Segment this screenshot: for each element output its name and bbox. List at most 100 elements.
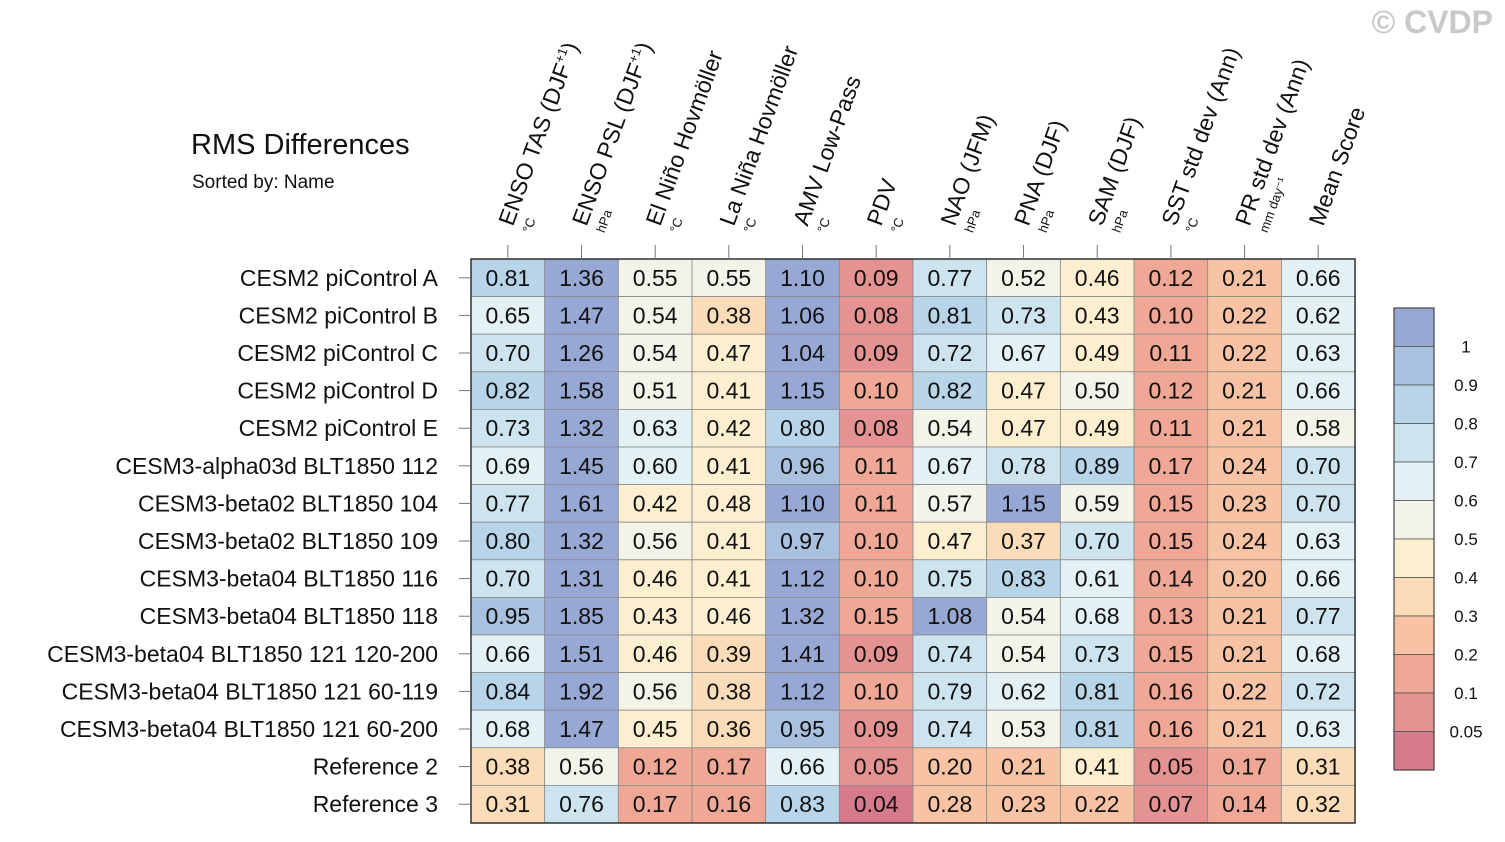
heatmap-cell: [1207, 296, 1282, 335]
cell-value-label: 1.58: [559, 378, 604, 404]
colorbar-segment: [1393, 538, 1435, 578]
cell-value-label: 0.66: [780, 754, 825, 780]
colorbar-tick-label: 1: [1461, 338, 1470, 357]
column-label: AMV Low-Pass: [788, 72, 866, 229]
cell-value-label: 0.47: [1001, 415, 1046, 441]
cell-value-label: 0.31: [1296, 754, 1341, 780]
cell-value-label: 0.97: [780, 528, 825, 554]
watermark: © CVDP: [1371, 4, 1493, 40]
heatmap-cell: [765, 484, 840, 523]
colorbar-segment: [1393, 731, 1435, 771]
cell-value-label: 1.26: [559, 340, 604, 366]
cell-value-label: 0.13: [1148, 603, 1193, 629]
column-unit: °C: [888, 216, 907, 235]
cell-value-label: 0.22: [1075, 791, 1120, 817]
cell-value-label: 1.51: [559, 641, 604, 667]
column-header: Mean Score: [1303, 103, 1370, 228]
heatmap-cell: [1207, 672, 1282, 711]
colorbar-segment: [1393, 577, 1435, 617]
cell-value-label: 0.09: [854, 641, 899, 667]
heatmap-cell: [1133, 559, 1209, 598]
cell-value-label: 0.53: [1001, 716, 1046, 742]
heatmap-cell: [470, 333, 546, 373]
heatmap-cell: [1133, 446, 1209, 485]
cell-value-label: 0.21: [1222, 378, 1267, 404]
cell-value-label: 0.77: [1296, 603, 1341, 629]
row-label: CESM3-beta02 BLT1850 109: [138, 528, 438, 554]
heatmap-cell: [544, 258, 619, 297]
cell-value-label: 0.74: [927, 716, 972, 742]
heatmap-cell: [912, 709, 988, 749]
heatmap-cell: [912, 634, 988, 673]
cell-value-label: 0.54: [1001, 603, 1046, 629]
cell-value-label: 1.85: [559, 603, 604, 629]
cell-value-label: 0.22: [1222, 340, 1267, 366]
cell-value-label: 0.42: [706, 415, 751, 441]
heatmap-cell: [765, 296, 840, 335]
cell-value-label: 0.23: [1001, 791, 1046, 817]
cell-value-label: 0.56: [633, 678, 678, 704]
heatmap-cell: [1133, 634, 1209, 673]
heatmap-cell: [470, 709, 546, 749]
cell-value-label: 0.20: [1222, 566, 1267, 592]
cell-value-label: 0.28: [927, 791, 972, 817]
cell-value-label: 1.12: [780, 566, 825, 592]
cell-value-label: 0.17: [633, 791, 678, 817]
cell-value-label: 0.80: [780, 415, 825, 441]
cell-value-label: 1.45: [559, 453, 604, 479]
cell-value-label: 0.10: [854, 378, 899, 404]
cell-value-label: 0.78: [1001, 453, 1046, 479]
heatmap-cell: [691, 597, 767, 636]
column-unit: °C: [740, 216, 759, 235]
heatmap-cell: [470, 747, 546, 786]
cell-value-label: 0.68: [1075, 603, 1120, 629]
heatmap-cell: [544, 672, 619, 711]
column-label: SAM (DJF): [1082, 113, 1145, 229]
heatmap-cell: [765, 785, 840, 824]
heatmap-cell: [1059, 709, 1135, 749]
heatmap-cell: [986, 559, 1061, 598]
heatmap-cell: [1133, 333, 1209, 373]
cell-value-label: 0.10: [854, 528, 899, 554]
cell-value-label: 0.38: [706, 302, 751, 328]
heatmap-cell: [470, 446, 546, 485]
cell-value-label: 0.69: [485, 453, 530, 479]
row-label: CESM2 piControl E: [239, 415, 438, 441]
heatmap-cell: [838, 333, 914, 373]
row-label: CESM3-beta04 BLT1850 116: [140, 566, 438, 592]
cell-value-label: 0.47: [706, 340, 751, 366]
cell-value-label: 0.48: [706, 490, 751, 516]
heatmap-cell: [470, 672, 546, 711]
cell-value-label: 0.70: [1075, 528, 1120, 554]
heatmap-cell: [1059, 634, 1135, 673]
cell-value-label: 0.12: [633, 754, 678, 780]
column-unit: °C: [1182, 216, 1201, 235]
cell-value-label: 0.21: [1001, 754, 1046, 780]
colorbar-segment: [1393, 654, 1435, 694]
cell-value-label: 0.81: [1075, 716, 1120, 742]
cell-value-label: 0.10: [854, 566, 899, 592]
heatmap-cell: [765, 559, 840, 598]
cell-value-label: 0.66: [1296, 265, 1341, 291]
cell-value-label: 0.76: [559, 791, 604, 817]
heatmap-cell: [986, 408, 1061, 448]
cell-value-label: 0.70: [485, 566, 530, 592]
cell-value-label: 1.10: [780, 490, 825, 516]
cell-value-label: 0.12: [1148, 265, 1193, 291]
cell-value-label: 0.41: [706, 453, 751, 479]
heatmap-cell: [1207, 559, 1282, 598]
cell-value-label: 0.63: [633, 415, 678, 441]
cell-value-label: 0.47: [1001, 378, 1046, 404]
cell-value-label: 0.66: [1296, 566, 1341, 592]
heatmap-cell: [1059, 785, 1135, 824]
heatmap-cell: [1207, 785, 1282, 824]
heatmap-cell: [986, 747, 1061, 786]
heatmap-cell: [1280, 521, 1356, 561]
heatmap-cell: [1133, 747, 1209, 786]
row-label: CESM3-beta04 BLT1850 121 60-119: [62, 678, 438, 704]
cell-value-label: 0.14: [1222, 791, 1267, 817]
cell-value-label: 0.80: [485, 528, 530, 554]
heatmap-cell: [691, 333, 767, 373]
cell-value-label: 0.41: [706, 566, 751, 592]
